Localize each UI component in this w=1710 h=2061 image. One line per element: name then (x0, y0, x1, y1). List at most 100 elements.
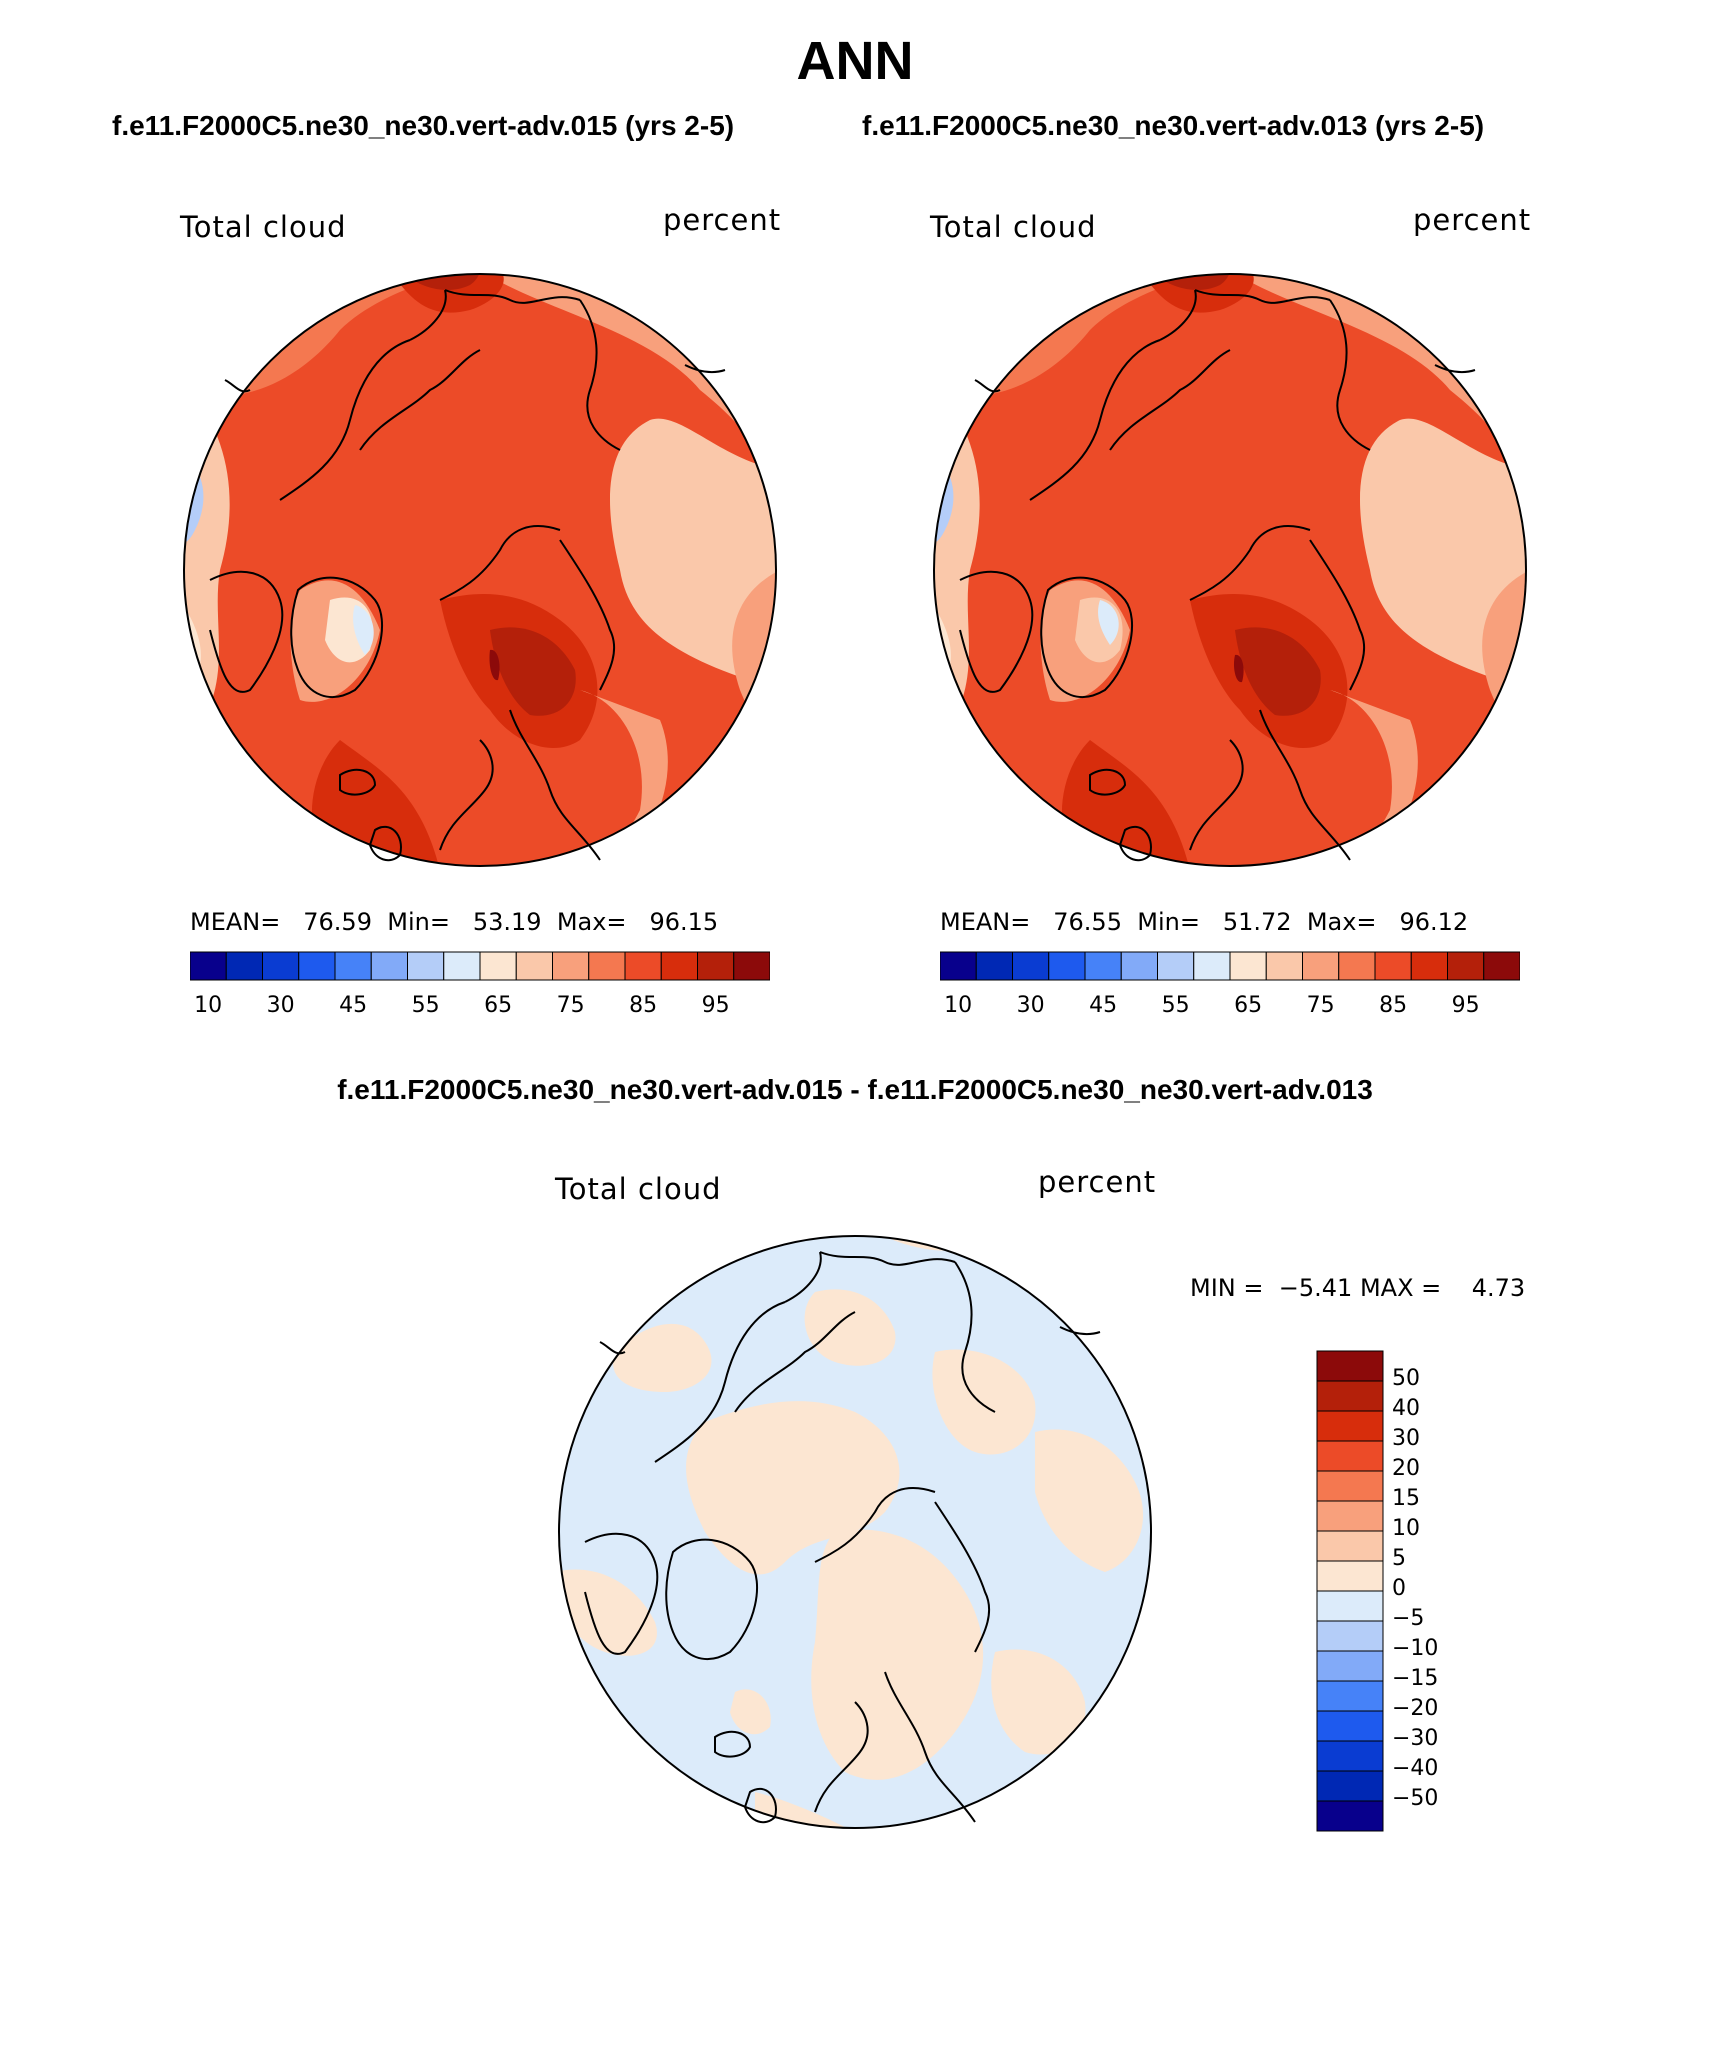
case-title-right: f.e11.F2000C5.ne30_ne30.vert-adv.013 (yr… (862, 110, 1485, 141)
colorbar-diff-swatch-8 (1316, 1590, 1384, 1622)
variable-label-right: Total cloud (930, 210, 1097, 244)
colorbar-diff-swatch-12 (1316, 1710, 1384, 1742)
colorbar-diff-swatch-0 (1316, 1350, 1384, 1382)
colorbar-right-tick-label: 30 (1016, 993, 1045, 1018)
polar-map-difference (558, 1235, 1152, 1829)
colorbar-left-swatch-14 (697, 951, 735, 981)
colorbar-left-swatch-1 (225, 951, 263, 981)
colorbar-right-swatch-14 (1447, 951, 1485, 981)
colorbar-right-swatch-13 (1410, 951, 1448, 981)
colorbar-left-swatch-9 (515, 951, 553, 981)
colorbar-left-swatch-12 (624, 951, 662, 981)
colorbar-diff-swatch-2 (1316, 1410, 1384, 1442)
colorbar-diff-label: 10 (1392, 1516, 1420, 1541)
colorbar-left-swatch-6 (407, 951, 445, 981)
colorbar-diff-label: 40 (1392, 1396, 1420, 1421)
colorbar-left-swatch-8 (479, 951, 517, 981)
max-value-diff: 4.73 (1471, 1274, 1526, 1302)
min-value-right: 51.72 (1222, 908, 1292, 936)
max-label-left: Max= (556, 908, 627, 936)
colorbar-left-swatch-10 (552, 951, 590, 981)
colorbar-left-tick-label: 30 (266, 993, 295, 1018)
min-label-left: Min= (387, 908, 450, 936)
colorbar-diff-label: −30 (1392, 1726, 1439, 1751)
colorbar-right-swatch-15 (1483, 951, 1520, 981)
variable-label-left: Total cloud (180, 210, 347, 244)
units-label-right: percent (1413, 203, 1532, 237)
colorbar-left-swatch-13 (660, 951, 698, 981)
colorbar-diff-label: −15 (1392, 1666, 1439, 1691)
colorbar-right-swatch-3 (1048, 951, 1086, 981)
colorbar-diff-swatch-3 (1316, 1440, 1384, 1472)
units-label-left: percent (663, 203, 782, 237)
stats-left: MEAN= 76.59 Min= 53.19 Max= 96.15 (190, 908, 718, 936)
max-value-right: 96.12 (1399, 908, 1469, 936)
colorbar-left (190, 951, 770, 981)
colorbar-right-tick-label: 65 (1234, 993, 1263, 1018)
colorbar-diff-label: 50 (1392, 1366, 1420, 1391)
colorbar-right-swatch-10 (1302, 951, 1340, 981)
colorbar-diff-swatch-5 (1316, 1500, 1384, 1532)
colorbar-diff-label: −5 (1392, 1606, 1425, 1631)
colorbar-diff-swatch-4 (1316, 1470, 1384, 1502)
colorbar-right-swatch-6 (1157, 951, 1195, 981)
max-label-right: Max= (1306, 908, 1377, 936)
colorbar-right-tick-label: 10 (944, 993, 973, 1018)
stats-right: MEAN= 76.55 Min= 51.72 Max= 96.12 (940, 908, 1468, 936)
colorbar-diff-swatch-14 (1316, 1770, 1384, 1802)
colorbar-right-swatch-12 (1374, 951, 1412, 981)
colorbar-right-swatch-7 (1193, 951, 1231, 981)
colorbar-diff-label: 0 (1392, 1576, 1406, 1601)
colorbar-right-tick-label: 75 (1306, 993, 1335, 1018)
colorbar-diff-swatch-7 (1316, 1560, 1384, 1592)
colorbar-diff-swatch-11 (1316, 1680, 1384, 1712)
colorbar-diff-label: 5 (1392, 1546, 1406, 1571)
colorbar-left-tick-label: 95 (701, 993, 730, 1018)
colorbar-diff (1316, 1350, 1384, 1832)
colorbar-diff-label: −20 (1392, 1696, 1439, 1721)
min-value-left: 53.19 (472, 908, 542, 936)
colorbar-left-swatch-7 (443, 951, 481, 981)
mean-label-right: MEAN= (940, 908, 1031, 936)
colorbar-left-swatch-2 (262, 951, 300, 981)
colorbar-left-tick-label: 75 (556, 993, 585, 1018)
colorbar-right-swatch-9 (1265, 951, 1303, 981)
min-value-diff: −5.41 (1278, 1274, 1353, 1302)
colorbar-left-swatch-15 (733, 951, 770, 981)
min-label-diff: MIN = (1190, 1274, 1264, 1302)
colorbar-left-tick-label: 45 (339, 993, 368, 1018)
figure-title: ANN (796, 31, 914, 91)
colorbar-right (940, 951, 1520, 981)
colorbar-right-swatch-0 (940, 951, 977, 981)
colorbar-left-tick-label: 85 (629, 993, 658, 1018)
colorbar-right-tick-label: 85 (1379, 993, 1408, 1018)
colorbar-left-tick-label: 65 (484, 993, 513, 1018)
case-title-left: f.e11.F2000C5.ne30_ne30.vert-adv.015 (yr… (112, 110, 735, 141)
polar-map-right (933, 273, 1527, 867)
min-label-right: Min= (1137, 908, 1200, 936)
mean-value-left: 76.59 (303, 908, 372, 936)
colorbar-diff-swatch-1 (1316, 1380, 1384, 1412)
colorbar-right-tick-label: 95 (1451, 993, 1480, 1018)
colorbar-right-swatch-11 (1338, 951, 1376, 981)
colorbar-diff-swatch-6 (1316, 1530, 1384, 1562)
colorbar-diff-label: 30 (1392, 1426, 1420, 1451)
colorbar-left-swatch-4 (334, 951, 372, 981)
colorbar-right-tick-label: 55 (1161, 993, 1190, 1018)
stats-diff: MIN = −5.41 MAX = 4.73 (1190, 1274, 1525, 1302)
max-value-left: 96.15 (649, 908, 719, 936)
colorbar-right-swatch-5 (1120, 951, 1158, 981)
mean-label-left: MEAN= (190, 908, 281, 936)
units-label-diff: percent (1038, 1165, 1157, 1199)
colorbar-diff-swatch-13 (1316, 1740, 1384, 1772)
colorbar-diff-swatch-10 (1316, 1650, 1384, 1682)
colorbar-diff-swatch-9 (1316, 1620, 1384, 1652)
colorbar-right-swatch-1 (975, 951, 1013, 981)
colorbar-left-swatch-11 (588, 951, 626, 981)
difference-title: f.e11.F2000C5.ne30_ne30.vert-adv.015 - f… (337, 1074, 1373, 1105)
polar-map-left (183, 273, 777, 867)
max-label-diff: MAX = (1359, 1274, 1442, 1302)
colorbar-left-swatch-3 (298, 951, 336, 981)
colorbar-left-tick-label: 10 (194, 993, 223, 1018)
colorbar-left-swatch-5 (370, 951, 408, 981)
